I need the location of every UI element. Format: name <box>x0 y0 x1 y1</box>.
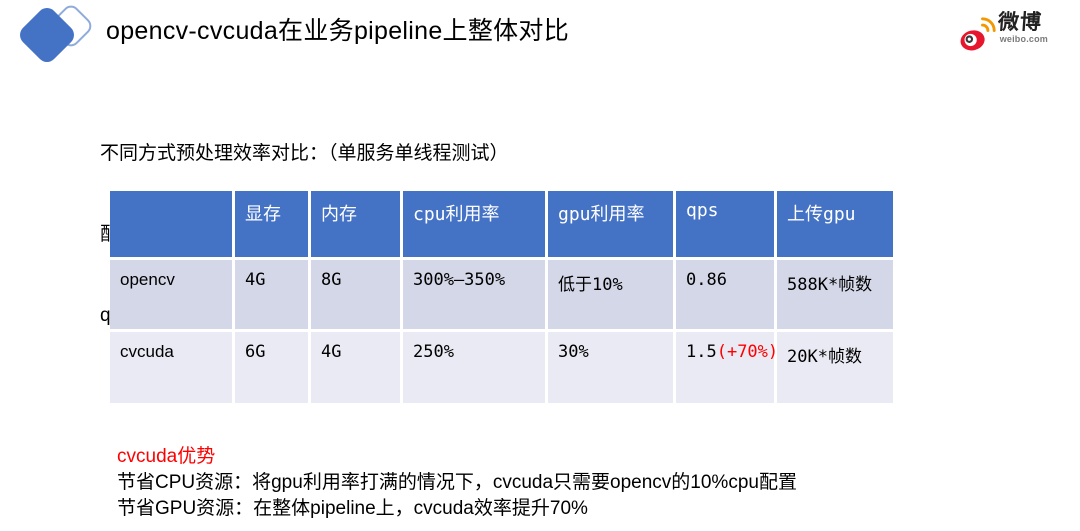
col-header-upload: 上传gpu <box>777 191 893 257</box>
table-cell-opencv-qps: 0.86 <box>676 260 774 329</box>
table-cell-opencv-upload: 588K*帧数 <box>777 260 893 329</box>
cvcuda-qps-extra: (+70%) <box>716 342 779 362</box>
table-cell-opencv-name: opencv <box>110 260 232 329</box>
table-cell-opencv-cpu-util: 300%—350% <box>403 260 545 329</box>
table-cell-cvcuda-gpu-util: 30% <box>548 332 673 403</box>
weibo-eye-icon <box>960 17 996 51</box>
col-header-qps: qps <box>676 191 774 257</box>
cvcuda-qps-value: 1.5 <box>686 342 717 362</box>
table-cell-cvcuda-vram: 6G <box>235 332 308 403</box>
col-header-ram: 内存 <box>311 191 400 257</box>
table-cell-cvcuda-name: cvcuda <box>110 332 232 403</box>
col-header-blank <box>110 191 232 257</box>
table-cell-opencv-ram: 8G <box>311 260 400 329</box>
table-cell-cvcuda-cpu-util: 250% <box>403 332 545 403</box>
advantages-line-gpu: 节省GPU资源：在整体pipeline上，cvcuda效率提升70% <box>117 498 588 519</box>
col-header-cpu-util: cpu利用率 <box>403 191 545 257</box>
table-cell-cvcuda-ram: 4G <box>311 332 400 403</box>
weibo-brand-domain: weibo.com <box>999 34 1048 44</box>
page-title: opencv-cvcuda在业务pipeline上整体对比 <box>106 17 570 45</box>
table-cell-cvcuda-qps: 1.5(+70%) <box>676 332 778 403</box>
table-cell-opencv-gpu-util: 低于10% <box>548 260 673 329</box>
opencv-qps-value: 0.86 <box>686 270 727 290</box>
col-header-gpu-util: gpu利用率 <box>548 191 673 257</box>
weibo-brand-name: 微博 <box>996 11 1043 34</box>
advantages-heading: cvcuda优势 <box>117 446 216 467</box>
advantages-line-cpu: 节省CPU资源：将gpu利用率打满的情况下，cvcuda只需要opencv的10… <box>117 472 797 493</box>
table-cell-opencv-vram: 4G <box>235 260 308 329</box>
table-cell-cvcuda-upload: 20K*帧数 <box>777 332 893 403</box>
intro-line-1: 不同方式预处理效率对比：（单服务单线程测试） <box>100 143 509 164</box>
weibo-logo: 微博 weibo.com <box>960 11 1048 54</box>
col-header-vram: 显存 <box>235 191 308 257</box>
comparison-table: 显存 内存 cpu利用率 gpu利用率 qps 上传gpu opencv 4G … <box>110 191 893 403</box>
slide-logo <box>0 0 100 72</box>
weibo-wordmark: 微博 weibo.com <box>996 11 1048 44</box>
advantages-block: cvcuda优势 节省CPU资源：将gpu利用率打满的情况下，cvcuda只需要… <box>117 444 797 522</box>
